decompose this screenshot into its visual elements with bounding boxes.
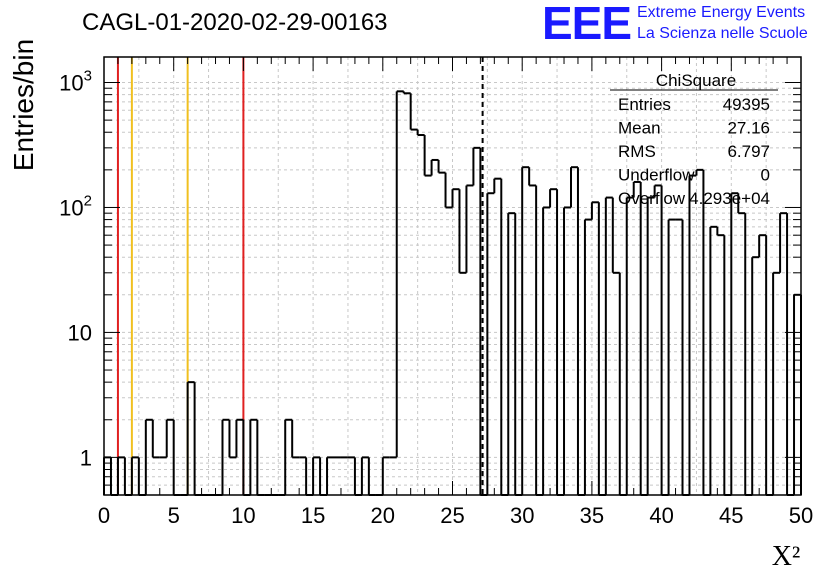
y-tick-label: 103 <box>59 68 92 96</box>
x-tick-label: 35 <box>580 503 604 528</box>
y-tick-label: 1 <box>80 445 92 470</box>
x-tick-label: 15 <box>301 503 325 528</box>
stats-box: ChiSquare Entries 49395 Mean 27.16 RMS 6.797 Un… <box>610 71 778 208</box>
reference-lines <box>116 57 484 495</box>
stats-value: 27.16 <box>727 119 770 138</box>
stats-label: Entries <box>618 95 671 114</box>
x-axis-label: X² <box>772 541 801 572</box>
stats-value: 49395 <box>723 95 770 114</box>
x-tick-label: 50 <box>789 503 813 528</box>
stats-value: 4.293e+04 <box>689 189 770 208</box>
y-tick-label: 10 <box>68 320 92 345</box>
eee-logo: EEE Extreme Energy Events La Scienza nel… <box>542 0 832 49</box>
stats-label: Underflow <box>618 166 695 185</box>
page-title: CAGL-01-2020-02-29-00163 <box>82 9 388 36</box>
logo-line2: La Scienza nelle Scuole <box>637 25 808 42</box>
logo-mark: EEE <box>542 0 632 49</box>
x-tick-label: 45 <box>719 503 743 528</box>
stats-label: Mean <box>618 119 661 138</box>
y-axis-label: Entries/bin <box>8 39 39 171</box>
stats-label: Overflow <box>618 189 686 208</box>
histogram-bins <box>103 90 802 496</box>
logo-line1: Extreme Energy Events <box>637 4 806 21</box>
x-tick-label: 40 <box>649 503 673 528</box>
stats-value: 6.797 <box>727 142 770 161</box>
x-tick-label: 5 <box>168 503 180 528</box>
y-tick-label: 102 <box>59 192 92 220</box>
axes: 0 5 10 15 20 25 30 35 40 45 50 1 10 102 103 <box>59 56 813 528</box>
x-tick-label: 30 <box>510 503 534 528</box>
x-tick-label: 10 <box>231 503 255 528</box>
x-tick-label: 25 <box>440 503 464 528</box>
grid-layer <box>104 57 801 495</box>
stats-value: 0 <box>761 166 770 185</box>
stats-label: RMS <box>618 142 656 161</box>
x-tick-label: 0 <box>98 503 110 528</box>
x-tick-label: 20 <box>371 503 395 528</box>
stats-title: ChiSquare <box>656 71 736 90</box>
